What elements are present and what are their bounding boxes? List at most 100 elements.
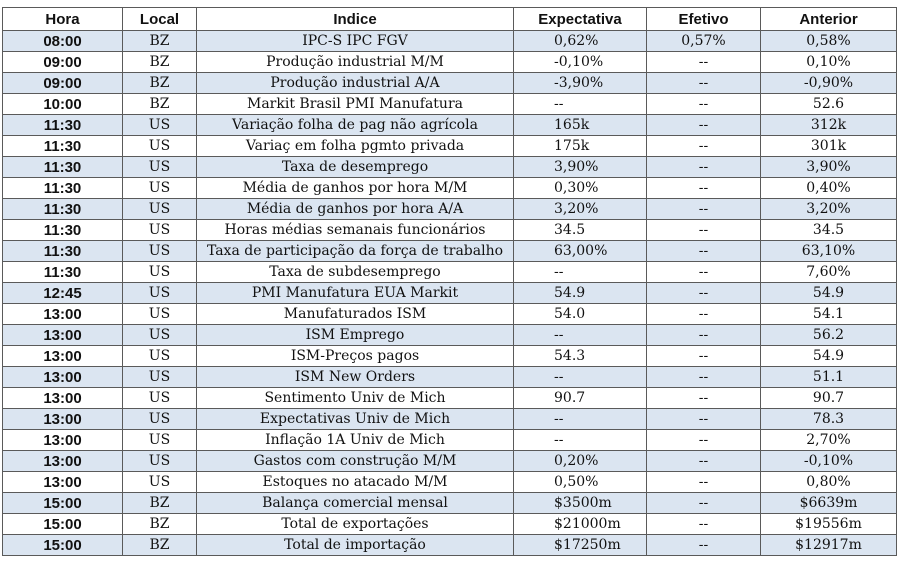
cell-indice: ISM New Orders [196, 366, 514, 388]
cell-anterior: 63,10% [760, 240, 897, 262]
cell-local: US [122, 135, 197, 157]
cell-local: BZ [122, 72, 197, 94]
cell-hora: 15:00 [2, 492, 123, 514]
cell-local: BZ [122, 93, 197, 115]
cell-local: BZ [122, 513, 197, 535]
cell-expectativa: 54.9 [513, 282, 647, 304]
cell-local: US [122, 408, 197, 430]
cell-anterior: 34.5 [760, 219, 897, 241]
cell-expectativa: -- [513, 366, 647, 388]
cell-expectativa: 3,20% [513, 198, 647, 220]
cell-indice: PMI Manufatura EUA Markit [196, 282, 514, 304]
cell-indice: Sentimento Univ de Mich [196, 387, 514, 409]
table-row: 11:30 US Taxa de subdesemprego -- -- 7,60% [2, 261, 897, 283]
cell-local: BZ [122, 492, 197, 514]
cell-expectativa: 3,90% [513, 156, 647, 178]
cell-hora: 13:00 [2, 303, 123, 325]
cell-indice: Produção industrial A/A [196, 72, 514, 94]
cell-efetivo: -- [646, 408, 761, 430]
header-expectativa: Expectativa [513, 7, 647, 31]
table-row: 12:45 US PMI Manufatura EUA Markit 54.9 -- 54… [2, 282, 897, 304]
cell-expectativa: -- [513, 261, 647, 283]
cell-anterior: 2,70% [760, 429, 897, 451]
table-row: 13:00 US ISM-Preços pagos 54.3 -- 54.9 [2, 345, 897, 367]
table-row: 13:00 US Expectativas Univ de Mich -- -- 78.3 [2, 408, 897, 430]
cell-local: US [122, 240, 197, 262]
cell-local: US [122, 429, 197, 451]
table-row: 13:00 US Estoques no atacado M/M 0,50% -- 0,8… [2, 471, 897, 493]
cell-indice: Taxa de desemprego [196, 156, 514, 178]
cell-expectativa: $21000m [513, 513, 647, 535]
cell-anterior: 54.9 [760, 345, 897, 367]
cell-hora: 11:30 [2, 198, 123, 220]
cell-expectativa: 175k [513, 135, 647, 157]
cell-hora: 11:30 [2, 156, 123, 178]
cell-hora: 12:45 [2, 282, 123, 304]
cell-indice: Balança comercial mensal [196, 492, 514, 514]
cell-indice: Estoques no atacado M/M [196, 471, 514, 493]
table-row: 09:00 BZ Produção industrial A/A -3,90% -- -0… [2, 72, 897, 94]
cell-anterior: 78.3 [760, 408, 897, 430]
cell-anterior: 54.1 [760, 303, 897, 325]
cell-local: US [122, 366, 197, 388]
cell-expectativa: -- [513, 93, 647, 115]
cell-hora: 13:00 [2, 450, 123, 472]
header-indice: Indice [196, 7, 514, 31]
table-row: 13:00 US Manufaturados ISM 54.0 -- 54.1 [2, 303, 897, 325]
cell-efetivo: -- [646, 471, 761, 493]
cell-efetivo: 0,57% [646, 30, 761, 52]
cell-hora: 13:00 [2, 366, 123, 388]
header-local: Local [122, 7, 197, 31]
cell-efetivo: -- [646, 345, 761, 367]
cell-efetivo: -- [646, 240, 761, 262]
cell-indice: Taxa de participação da força de trabalh… [196, 240, 514, 262]
table-row: 11:30 US Horas médias semanais funcionário… [2, 219, 897, 241]
cell-local: US [122, 114, 197, 136]
cell-hora: 08:00 [2, 30, 123, 52]
cell-anterior: $19556m [760, 513, 897, 535]
cell-local: US [122, 324, 197, 346]
table-row: 13:00 US Sentimento Univ de Mich 90.7 -- 90.7 [2, 387, 897, 409]
cell-efetivo: -- [646, 219, 761, 241]
cell-expectativa: 0,20% [513, 450, 647, 472]
cell-efetivo: -- [646, 513, 761, 535]
table-row: 11:30 US Média de ganhos por hora M/M 0,30%… [2, 177, 897, 199]
cell-expectativa: -- [513, 429, 647, 451]
cell-indice: Variação folha de pag não agrícola [196, 114, 514, 136]
table-row: 15:00 BZ Total de exportações $21000m -- $195… [2, 513, 897, 535]
cell-hora: 11:30 [2, 261, 123, 283]
table-body: 08:00 BZ IPC-S IPC FGV 0,62% 0,57% 0,58% 09:00… [2, 30, 897, 556]
cell-expectativa: -3,90% [513, 72, 647, 94]
cell-local: US [122, 177, 197, 199]
header-hora: Hora [2, 7, 123, 31]
cell-anterior: -0,90% [760, 72, 897, 94]
cell-efetivo: -- [646, 198, 761, 220]
cell-hora: 11:30 [2, 240, 123, 262]
cell-efetivo: -- [646, 72, 761, 94]
cell-indice: Horas médias semanais funcionários [196, 219, 514, 241]
cell-indice: Inflação 1A Univ de Mich [196, 429, 514, 451]
cell-anterior: 3,90% [760, 156, 897, 178]
cell-efetivo: -- [646, 324, 761, 346]
cell-indice: Média de ganhos por hora A/A [196, 198, 514, 220]
cell-expectativa: -0,10% [513, 51, 647, 73]
cell-indice: Manufaturados ISM [196, 303, 514, 325]
cell-efetivo: -- [646, 387, 761, 409]
cell-anterior: 54.9 [760, 282, 897, 304]
cell-anterior: $6639m [760, 492, 897, 514]
table-row: 15:00 BZ Balança comercial mensal $3500m -- $… [2, 492, 897, 514]
cell-efetivo: -- [646, 366, 761, 388]
cell-hora: 13:00 [2, 429, 123, 451]
cell-local: US [122, 156, 197, 178]
cell-hora: 09:00 [2, 72, 123, 94]
table-row: 13:00 US Gastos com construção M/M 0,20% -- -… [2, 450, 897, 472]
cell-expectativa: 0,30% [513, 177, 647, 199]
table-header: Hora Local Indice Expectativa Efetivo An… [2, 7, 897, 31]
cell-indice: Média de ganhos por hora M/M [196, 177, 514, 199]
cell-indice: Total de importação [196, 534, 514, 556]
cell-expectativa: $3500m [513, 492, 647, 514]
cell-expectativa: 34.5 [513, 219, 647, 241]
cell-local: US [122, 198, 197, 220]
cell-hora: 15:00 [2, 513, 123, 535]
cell-anterior: 312k [760, 114, 897, 136]
